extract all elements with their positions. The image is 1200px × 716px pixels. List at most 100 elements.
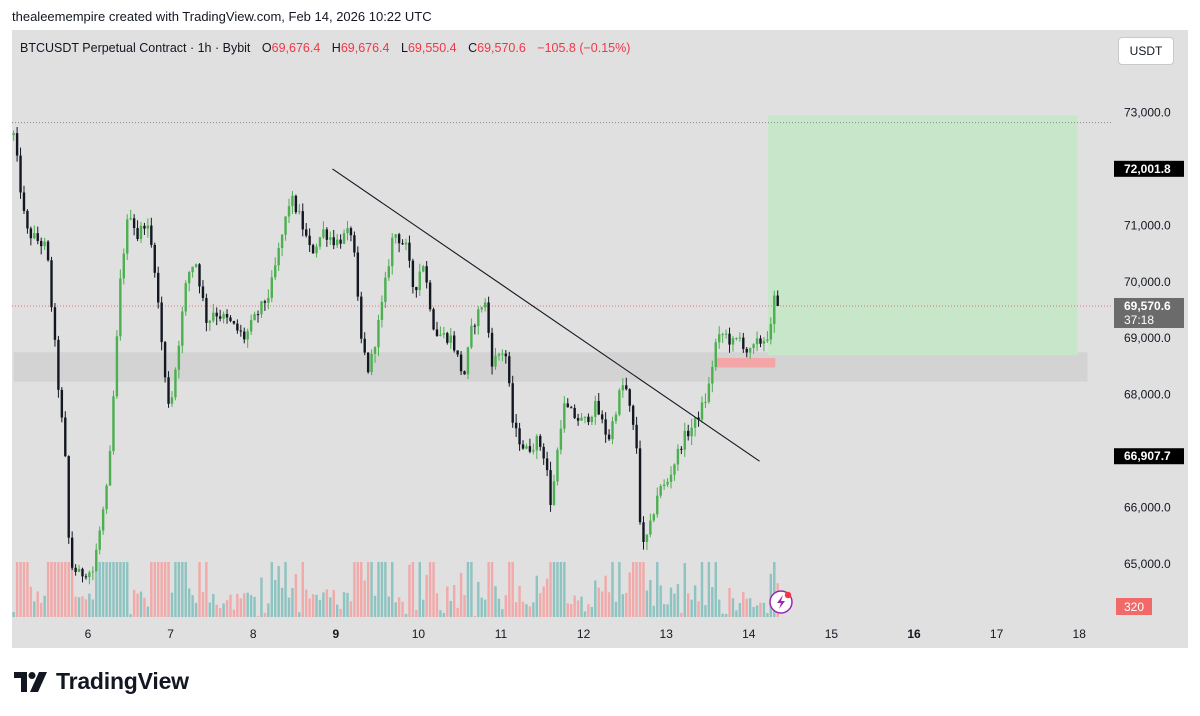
candle <box>39 237 43 255</box>
candle-body <box>745 348 748 353</box>
candle <box>652 512 656 523</box>
volume-bar <box>735 610 738 617</box>
candle <box>752 343 755 354</box>
volume-bar <box>525 604 528 617</box>
target-zone[interactable] <box>767 115 1078 356</box>
close-value: 69,570.6 <box>477 41 526 55</box>
volume-bar <box>136 593 139 617</box>
entry-zone[interactable] <box>715 357 776 368</box>
x-tick-label: 13 <box>660 627 674 641</box>
candle-body <box>401 243 404 245</box>
trendline[interactable] <box>332 168 760 462</box>
candle <box>15 127 19 162</box>
volume-bar <box>95 562 98 617</box>
volume-bar <box>77 597 81 617</box>
candle-body <box>239 330 243 332</box>
candle <box>167 371 170 408</box>
volume-bar <box>64 562 67 617</box>
currency-button[interactable]: USDT <box>1118 37 1174 65</box>
volume-bar <box>470 562 473 617</box>
volume-bar <box>305 589 308 617</box>
candle-body <box>518 428 521 445</box>
volume-bar <box>373 595 377 617</box>
candle-body <box>590 416 594 423</box>
candle <box>43 237 46 251</box>
candle <box>146 218 150 238</box>
alert-icon[interactable] <box>769 590 793 614</box>
candle <box>563 396 566 433</box>
volume-bar <box>752 607 755 617</box>
candle-body <box>236 323 239 331</box>
candle <box>105 483 108 514</box>
volume-bar <box>346 592 349 617</box>
candle-body <box>631 405 635 425</box>
volume-bar <box>187 588 191 617</box>
candle <box>704 393 707 409</box>
candle-body <box>724 333 728 335</box>
y-tick-label: 73,000.0 <box>1124 106 1171 120</box>
candle <box>311 243 315 254</box>
candle <box>184 280 187 316</box>
volume-bar <box>773 562 776 617</box>
volume-bar <box>33 601 36 617</box>
volume-bar <box>225 600 229 617</box>
candle <box>773 290 776 333</box>
volume-bar <box>380 562 384 617</box>
volume-bar <box>249 595 253 617</box>
candle <box>222 311 225 324</box>
volume-bar <box>167 562 170 617</box>
candle-body <box>628 389 631 406</box>
candle <box>748 347 752 359</box>
chart-caption: thealeemempire created with TradingView.… <box>12 9 432 24</box>
candle <box>480 306 483 313</box>
volume-bar <box>246 592 249 617</box>
candle-body <box>411 260 415 288</box>
volume-bar <box>580 596 583 617</box>
candle-body <box>122 253 125 279</box>
candle-body <box>349 228 353 236</box>
symbol-title[interactable]: BTCUSDT Perpetual Contract · 1h · Bybit <box>20 41 251 55</box>
volume-bar <box>191 595 194 617</box>
volume-bar <box>408 564 411 617</box>
volume-bar <box>284 562 287 617</box>
candle <box>422 264 425 273</box>
volume-badge-text: 320 <box>1124 600 1144 614</box>
candle <box>384 271 387 308</box>
candle <box>50 256 53 312</box>
candle <box>625 377 628 391</box>
candle <box>628 388 631 412</box>
volume-bar <box>215 604 218 617</box>
candle-body <box>194 264 198 267</box>
candle <box>649 513 652 538</box>
candle <box>470 318 473 350</box>
candle-body <box>60 389 64 418</box>
candle <box>711 360 714 393</box>
candle-body <box>170 397 174 404</box>
candle-body <box>267 297 270 303</box>
candle-body <box>573 407 576 419</box>
volume-bar <box>177 562 181 617</box>
candle <box>150 217 153 248</box>
candle-body <box>380 301 384 320</box>
volume-bar <box>60 562 64 617</box>
candle-body <box>377 319 380 348</box>
candle <box>356 246 360 301</box>
candle <box>497 352 501 361</box>
candle <box>239 324 243 337</box>
candle <box>194 263 198 268</box>
candle-body <box>525 446 528 449</box>
volume-bar <box>497 598 501 617</box>
volume-bar <box>208 602 212 617</box>
candle <box>683 422 686 457</box>
support-zone[interactable] <box>13 352 1088 382</box>
candle-body <box>477 309 480 327</box>
candle <box>656 487 659 518</box>
volume-bar <box>714 562 717 617</box>
candle-body <box>270 277 273 298</box>
candle <box>218 309 222 322</box>
candle-body <box>119 278 122 337</box>
volume-bar <box>628 572 631 617</box>
candle-body <box>353 235 356 253</box>
tradingview-logo[interactable]: TradingView <box>14 668 189 695</box>
